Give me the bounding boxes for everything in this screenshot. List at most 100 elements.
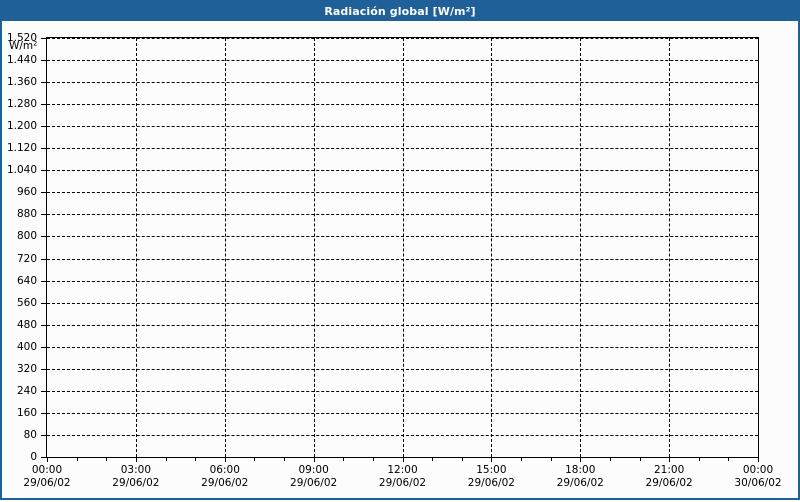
y-tick-mark xyxy=(41,38,46,39)
x-tick-mark xyxy=(402,457,404,462)
x-tick-date: 29/06/02 xyxy=(556,477,604,489)
x-tick-time: 12:00 xyxy=(387,464,418,476)
chart-title-bar: Radiación global [W/m²] xyxy=(2,2,798,21)
x-tick-label: 00:00 30/06/02 xyxy=(734,464,781,490)
x-minor-tick-mark xyxy=(284,457,285,461)
y-tick-label: 800 xyxy=(16,230,37,243)
y-tick-mark xyxy=(41,346,46,348)
x-tick-date: 30/06/02 xyxy=(734,477,782,489)
y-tick-label: 1.440 xyxy=(6,54,37,67)
y-tick-mark xyxy=(41,214,46,216)
x-minor-tick-mark xyxy=(76,457,78,461)
y-tick-mark xyxy=(41,412,46,414)
y-tick-label: 640 xyxy=(16,274,37,287)
y-tick-mark xyxy=(41,104,46,106)
x-tick-date: 29/06/02 xyxy=(645,477,693,489)
x-gridline xyxy=(224,38,226,457)
x-tick-date: 29/06/02 xyxy=(201,477,249,489)
x-gridline xyxy=(402,38,404,457)
x-tick-date: 29/06/02 xyxy=(378,477,427,489)
x-tick-time: 09:00 xyxy=(298,464,329,476)
y-tick-label: 320 xyxy=(16,362,37,375)
x-minor-tick-mark xyxy=(165,457,167,461)
x-minor-tick-mark xyxy=(343,457,345,461)
x-tick-mark xyxy=(224,457,226,462)
y-tick-label: 80 xyxy=(23,428,37,441)
x-gridline xyxy=(135,38,137,457)
x-tick-time: 15:00 xyxy=(476,464,507,476)
y-tick-label: 1.280 xyxy=(6,98,37,111)
x-tick-label: 21:00 29/06/02 xyxy=(646,464,693,490)
x-tick-date: 29/06/02 xyxy=(290,477,338,489)
x-tick-label: 18:00 29/06/02 xyxy=(557,464,604,490)
x-tick-time: 21:00 xyxy=(653,464,685,476)
y-tick-mark xyxy=(41,368,46,370)
x-tick-time: 06:00 xyxy=(209,464,240,476)
y-tick-label: 1.040 xyxy=(6,164,37,177)
y-tick-label: 400 xyxy=(16,340,37,353)
x-minor-tick-mark xyxy=(432,457,434,461)
y-tick-label: 1.520 xyxy=(6,32,37,44)
y-tick-mark xyxy=(41,434,46,436)
x-tick-date: 29/06/02 xyxy=(112,477,160,489)
y-tick-label: 720 xyxy=(16,252,37,265)
x-tick-label: 06:00 29/06/02 xyxy=(201,464,248,490)
y-tick-mark xyxy=(41,390,46,392)
x-minor-tick-mark xyxy=(728,457,730,461)
x-minor-tick-mark xyxy=(609,457,611,461)
y-tick-label: 160 xyxy=(16,406,37,419)
page-title: Radiación global [W/m²] xyxy=(324,5,476,18)
y-tick-mark xyxy=(41,126,46,128)
x-minor-tick-mark xyxy=(550,457,552,461)
y-tick-mark xyxy=(41,60,46,62)
y-tick-label: 880 xyxy=(16,208,37,221)
x-tick-mark xyxy=(580,457,582,462)
y-tick-label: 960 xyxy=(16,186,37,199)
y-tick-mark xyxy=(41,302,46,304)
x-tick-mark xyxy=(47,457,48,462)
x-tick-date: 29/06/02 xyxy=(467,477,515,489)
x-minor-tick-mark xyxy=(698,457,700,461)
y-tick-mark xyxy=(41,457,46,458)
y-tick-label: 240 xyxy=(16,384,37,397)
x-minor-tick-mark xyxy=(521,457,522,461)
x-tick-label: 00:00 29/06/02 xyxy=(23,464,70,490)
y-tick-label: 480 xyxy=(16,318,37,331)
x-tick-time: 00:00 xyxy=(31,464,63,476)
y-tick-label: 1.360 xyxy=(6,76,37,89)
x-minor-tick-mark xyxy=(639,457,641,461)
y-tick-mark xyxy=(41,324,46,326)
y-tick-label: 1.200 xyxy=(6,120,37,133)
y-tick-label: 1.120 xyxy=(6,142,37,155)
y-tick-mark xyxy=(41,192,46,194)
y-tick-mark xyxy=(41,170,46,172)
x-minor-tick-mark xyxy=(461,457,463,461)
y-tick-mark xyxy=(41,258,46,260)
x-tick-label: 09:00 29/06/02 xyxy=(290,464,337,490)
x-minor-tick-mark xyxy=(106,457,108,461)
x-tick-label: 03:00 29/06/02 xyxy=(112,464,159,490)
x-minor-tick-mark xyxy=(372,457,374,461)
x-tick-time: 00:00 xyxy=(742,464,774,476)
x-gridline xyxy=(580,38,582,457)
x-tick-time: 18:00 xyxy=(565,464,596,476)
y-tick-mark xyxy=(41,82,46,84)
x-minor-tick-mark xyxy=(195,457,197,461)
x-gridline xyxy=(669,38,671,457)
x-gridline xyxy=(491,38,493,457)
y-tick-mark xyxy=(41,236,46,238)
plot-area xyxy=(46,37,759,458)
x-tick-mark xyxy=(758,457,759,462)
x-tick-time: 03:00 xyxy=(120,464,152,476)
x-minor-tick-mark xyxy=(254,457,256,461)
y-tick-mark xyxy=(41,280,46,282)
x-tick-mark xyxy=(135,457,137,462)
x-tick-mark xyxy=(491,457,493,462)
y-axis: 0 80 160 240 320 400 480 560 640 720 800 880 960 1.04… xyxy=(2,2,46,502)
x-tick-mark xyxy=(669,457,671,462)
y-tick-label: 560 xyxy=(16,296,37,309)
y-tick-mark xyxy=(41,148,46,150)
x-tick-label: 12:00 29/06/02 xyxy=(379,464,426,490)
y-tick-label: 0 xyxy=(30,451,37,463)
